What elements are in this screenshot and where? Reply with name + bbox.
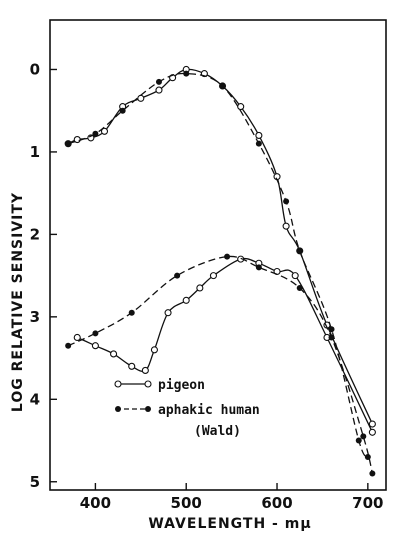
legend-filled-circle-icon (115, 406, 121, 412)
series-line-3 (67, 255, 374, 474)
y-tick-label: 3 (30, 308, 40, 326)
y-tick-label: 0 (30, 60, 40, 78)
x-tick-label: 700 (352, 494, 383, 512)
data-point-open (110, 350, 118, 358)
legend-label-wald: (Wald) (194, 424, 241, 439)
data-point-filled (255, 140, 262, 147)
data-point-filled (65, 140, 72, 147)
x-tick-label: 500 (171, 494, 202, 512)
data-point-open (255, 131, 263, 139)
data-point-open (141, 366, 149, 374)
data-point-filled (128, 309, 135, 316)
data-point-filled (92, 330, 99, 337)
data-point-filled (119, 107, 126, 114)
data-point-open (91, 342, 99, 350)
data-point-open (291, 272, 299, 280)
data-point-open (282, 222, 290, 230)
x-tick-label: 600 (261, 494, 292, 512)
x-axis-ticks: 400 500 600 700 (80, 483, 383, 512)
data-point-filled (296, 284, 303, 291)
data-point-filled (155, 78, 162, 85)
data-point-filled (369, 470, 376, 477)
data-point-open (196, 284, 204, 292)
x-tick-label: 400 (80, 494, 111, 512)
y-tick-label: 1 (30, 143, 40, 161)
data-point-filled (328, 326, 335, 333)
data-point-filled (174, 272, 181, 279)
data-point-open (155, 86, 163, 94)
data-point-open (128, 362, 136, 370)
data-point-filled (360, 433, 367, 440)
data-point-open (73, 333, 81, 342)
legend-label-aphakic-human: aphakic human (158, 403, 260, 418)
data-point-filled (224, 253, 231, 260)
data-point-filled (283, 198, 290, 205)
legend-open-circle-icon (114, 380, 122, 388)
data-point-filled (296, 247, 303, 254)
y-axis-ticks: 0 1 2 3 4 5 (30, 60, 57, 491)
data-point-open (237, 103, 245, 111)
data-point-open (150, 346, 158, 354)
legend-open-circle-icon (144, 380, 152, 388)
x-axis-title: WAVELENGTH - mμ (148, 516, 311, 532)
data-point-open (368, 420, 376, 428)
data-point-open (73, 136, 81, 144)
y-axis-title: LOG RELATIVE SENSIVITY (10, 192, 26, 412)
y-tick-label: 4 (30, 390, 40, 408)
data-point-filled (219, 82, 226, 89)
data-point-filled (364, 454, 371, 461)
legend: pigeon aphakic human (Wald) (114, 378, 260, 439)
legend-label-pigeon: pigeon (158, 378, 205, 393)
y-tick-label: 2 (30, 225, 40, 243)
series-line-0 (67, 68, 373, 425)
data-point-filled (65, 342, 72, 349)
data-point-filled (92, 130, 99, 137)
data-point-open (100, 127, 109, 135)
plot-frame (49, 19, 387, 491)
data-point-open (209, 272, 218, 280)
data-point-filled (355, 437, 362, 444)
y-tick-label: 5 (30, 473, 40, 491)
data-point-open (182, 296, 190, 304)
data-point-filled (183, 70, 190, 77)
data-point-filled (255, 264, 262, 271)
data-point-open (164, 309, 172, 317)
data-point-filled (328, 334, 335, 341)
legend-filled-circle-icon (145, 406, 151, 412)
series-layer (64, 65, 376, 477)
data-point-open (137, 94, 145, 102)
data-point-open (368, 428, 376, 436)
series-line-1 (67, 72, 369, 458)
